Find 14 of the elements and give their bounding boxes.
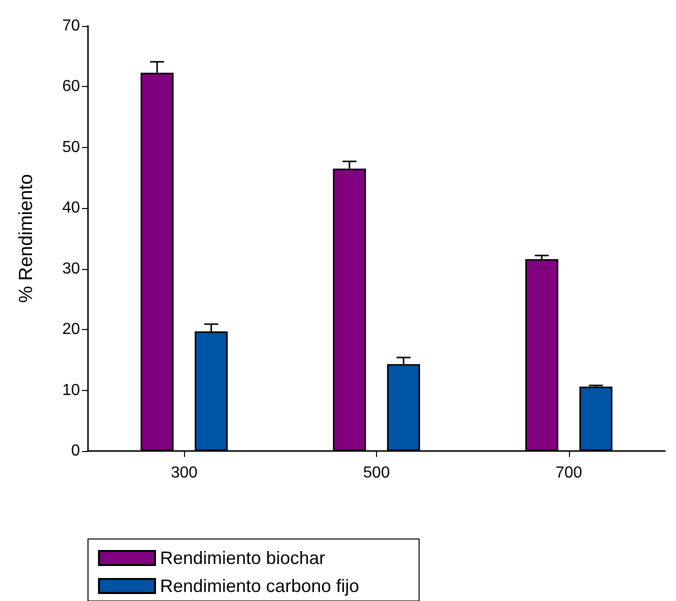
y-tick-label: 50 <box>62 138 80 156</box>
legend-label: Rendimiento biochar <box>160 548 326 568</box>
y-tick-label: 70 <box>62 18 80 34</box>
y-tick-label: 30 <box>62 260 80 278</box>
y-tick-label: 60 <box>62 78 80 96</box>
x-tick-label: 700 <box>555 464 582 482</box>
y-axis-title: % Rendimiento <box>16 174 37 303</box>
y-tick-label: 40 <box>62 200 80 217</box>
y-tick-label: 10 <box>62 382 80 399</box>
legend-label: Rendimiento carbono fijo <box>160 576 360 596</box>
y-tick-label: 0 <box>71 442 80 460</box>
x-tick-label: 500 <box>363 464 390 482</box>
y-tick-label: 20 <box>62 321 80 338</box>
x-tick-label: 300 <box>170 464 198 482</box>
